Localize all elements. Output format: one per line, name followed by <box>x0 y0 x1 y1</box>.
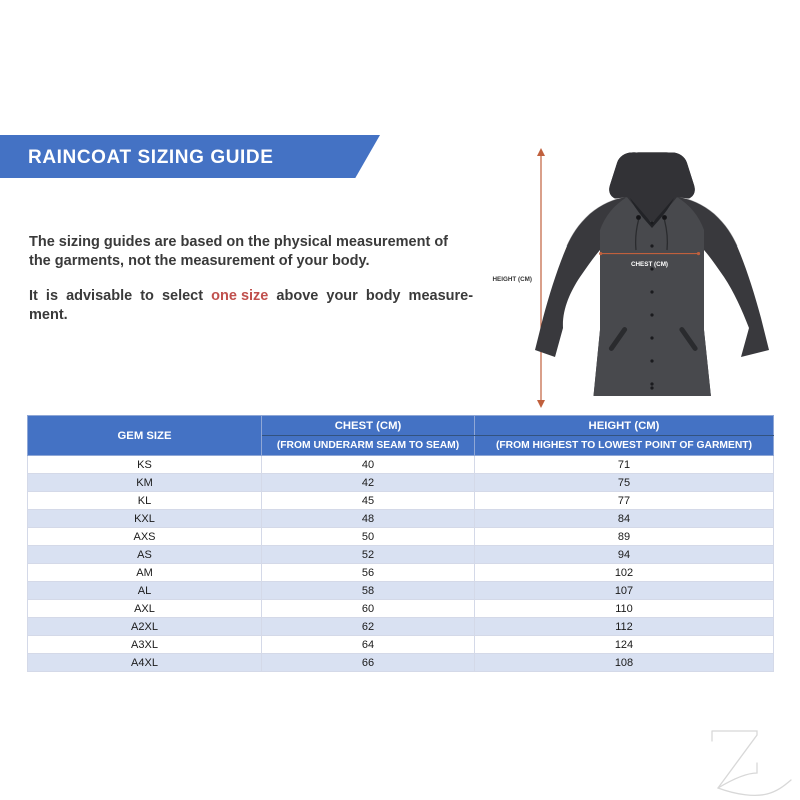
svg-text:CHEST (CM): CHEST (CM) <box>631 261 668 268</box>
svg-text:HEIGHT (CM): HEIGHT (CM) <box>492 276 532 283</box>
